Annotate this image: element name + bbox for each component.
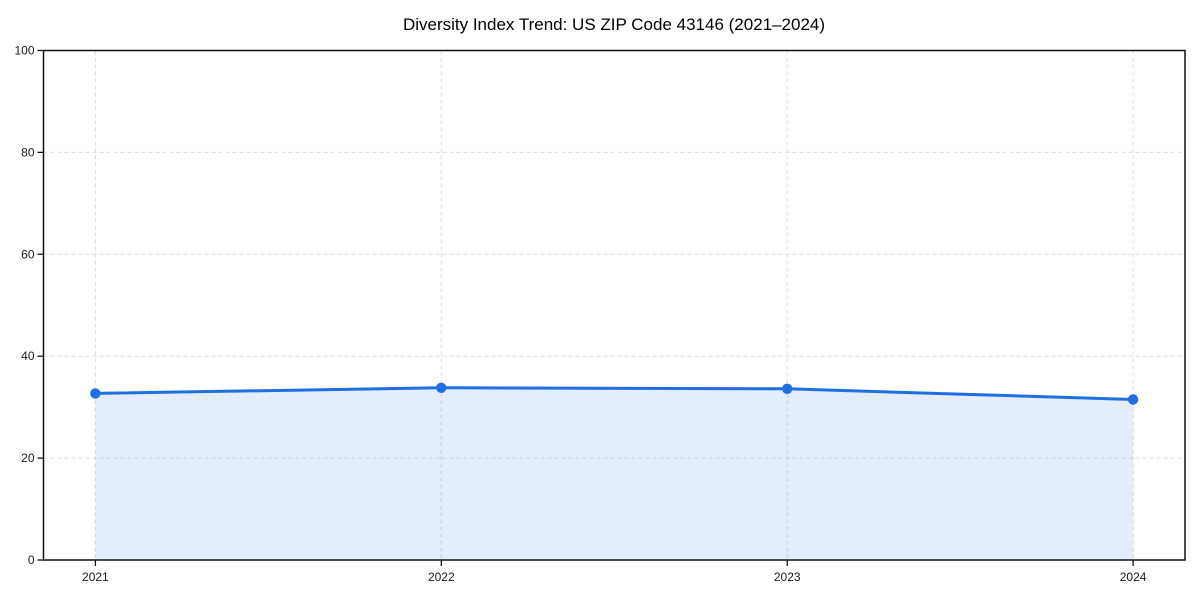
data-point (90, 388, 101, 399)
axes-spines (42, 49, 1186, 561)
series-line (93, 386, 1135, 402)
x-tick-label: 2022 (428, 570, 455, 584)
plot-border (42, 49, 1186, 561)
x-tick-label: 2021 (82, 570, 109, 584)
y-tick-label: 20 (21, 451, 35, 465)
y-tick-label: 80 (21, 145, 35, 159)
y-tick-label: 60 (21, 247, 35, 261)
x-axis-tick-labels: 2021 2022 2023 2024 (82, 570, 1147, 584)
y-tick-label: 40 (21, 349, 35, 363)
data-markers (90, 382, 1139, 405)
y-axis-tick-labels: 0 20 40 60 80 100 (14, 44, 34, 568)
data-point (1127, 394, 1139, 405)
chart-title: Diversity Index Trend: US ZIP Code 43146… (403, 15, 825, 34)
x-tick-label: 2023 (774, 570, 801, 584)
y-tick-label: 100 (14, 44, 34, 58)
data-line (93, 386, 1135, 402)
area-fill (95, 387, 1134, 560)
series-area (95, 387, 1134, 560)
axis-ticks (37, 49, 1134, 566)
y-tick-label: 0 (28, 553, 35, 567)
gridlines (43, 50, 1185, 561)
data-point (782, 383, 793, 395)
data-point (436, 382, 447, 393)
x-tick-label: 2024 (1120, 570, 1147, 584)
